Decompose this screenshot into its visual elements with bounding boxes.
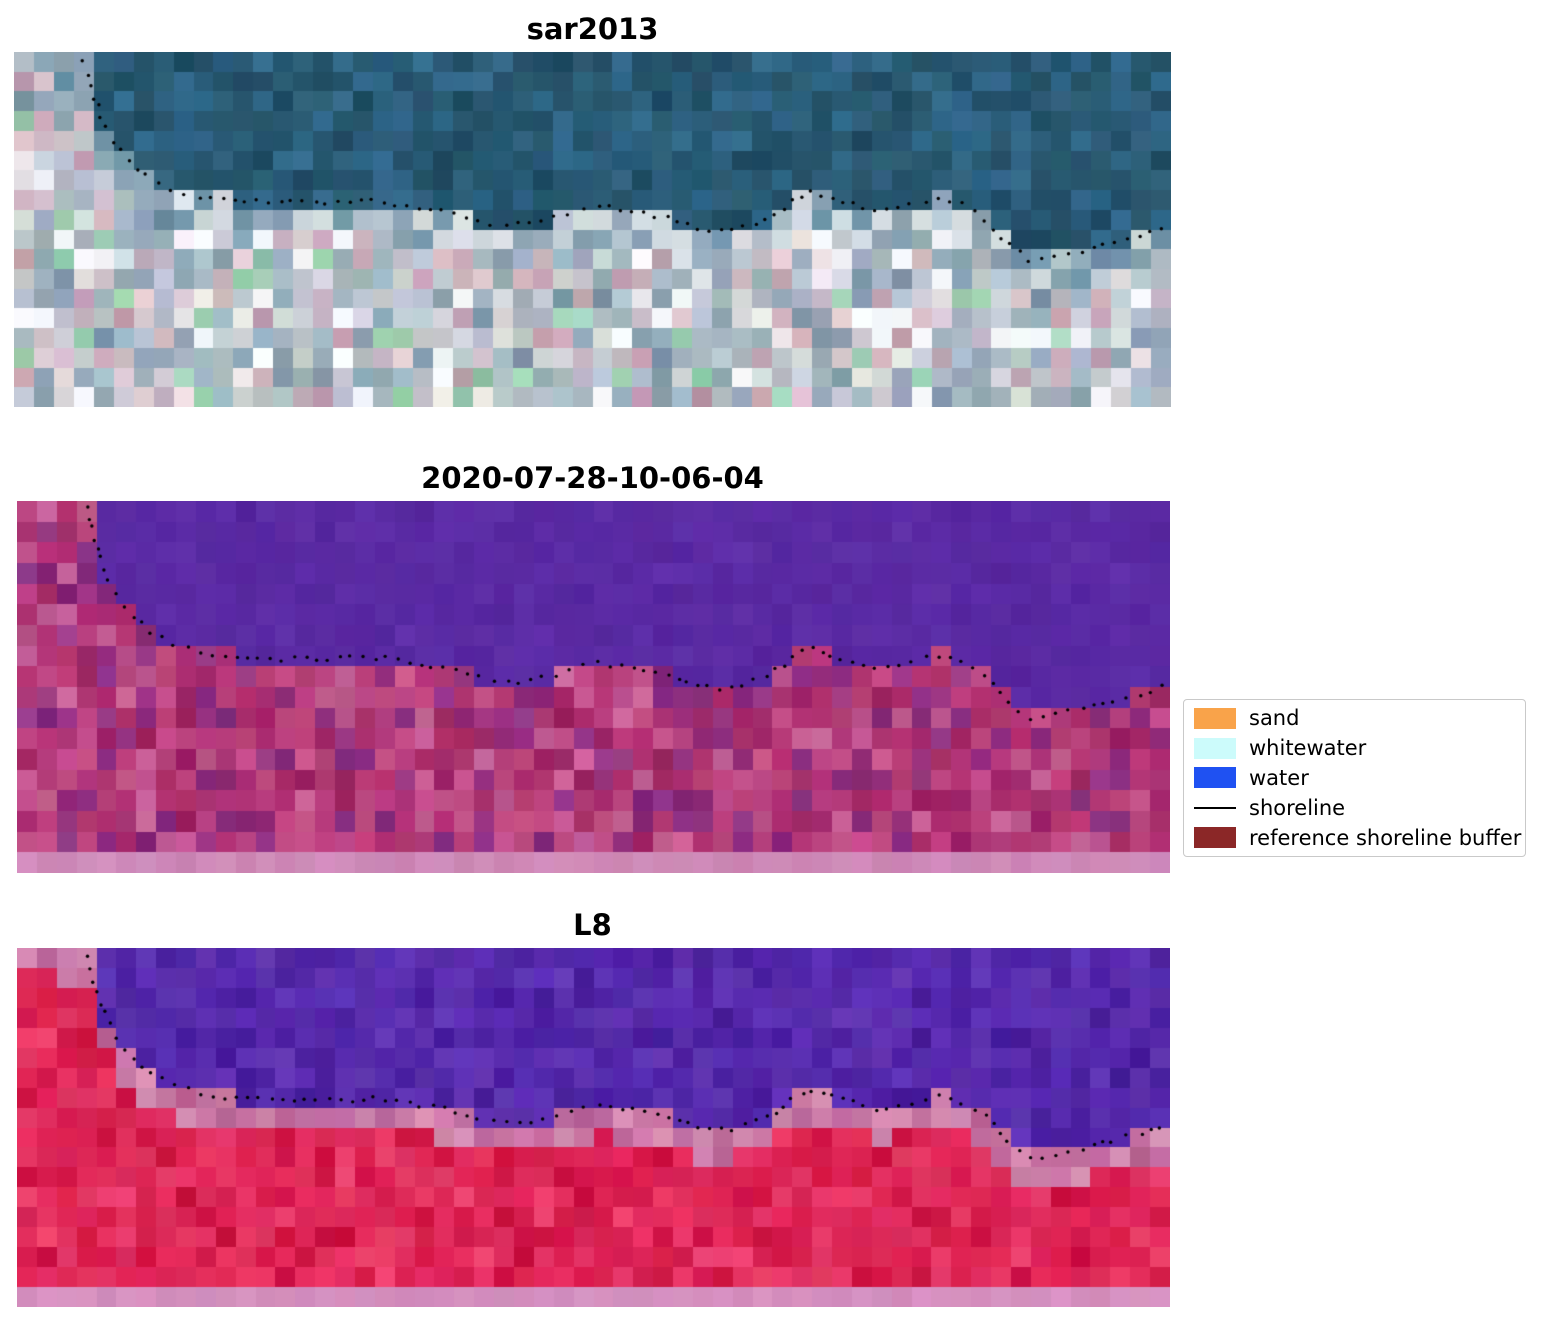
legend-item-shoreline: shoreline — [1194, 793, 1515, 822]
legend-label-reference-shoreline-buffer: reference shoreline buffer — [1249, 825, 1522, 850]
panel-canvas-0 — [14, 52, 1171, 407]
legend-item-reference-shoreline-buffer: reference shoreline buffer — [1194, 823, 1521, 852]
legend-item-sand: sand — [1194, 704, 1515, 733]
panel-title-l8: L8 — [573, 908, 612, 942]
panel-title-sar2013: sar2013 — [526, 12, 659, 46]
legend: sand whitewater water shoreline referenc… — [1183, 699, 1526, 857]
legend-item-whitewater: whitewater — [1194, 734, 1515, 763]
panel-canvas-2 — [17, 948, 1170, 1307]
legend-label-whitewater: whitewater — [1249, 736, 1367, 761]
legend-label-sand: sand — [1249, 706, 1300, 731]
legend-swatch-0 — [1194, 707, 1236, 729]
panel-title-date: 2020-07-28-10-06-04 — [421, 461, 764, 495]
legend-label-water: water — [1249, 765, 1309, 790]
legend-label-shoreline: shoreline — [1249, 795, 1346, 820]
legend-swatch-4 — [1194, 827, 1236, 849]
panel-canvas-1 — [17, 501, 1170, 873]
legend-swatch-1 — [1194, 737, 1236, 759]
legend-swatch-3 — [1194, 806, 1236, 809]
legend-item-water: water — [1194, 763, 1515, 792]
legend-swatch-2 — [1194, 767, 1236, 789]
